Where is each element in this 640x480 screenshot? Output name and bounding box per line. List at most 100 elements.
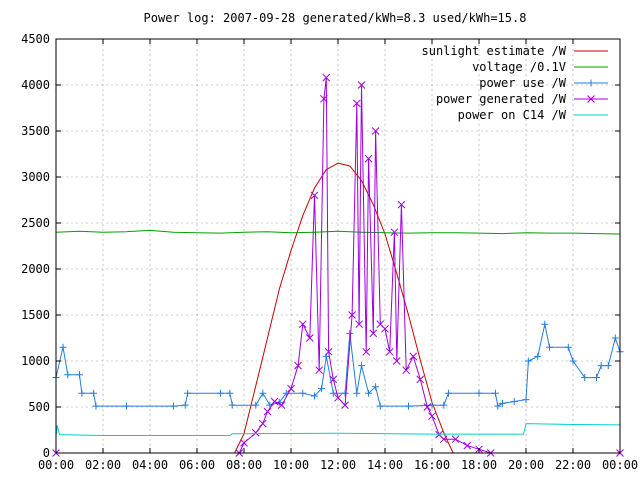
- data-point: [263, 407, 272, 416]
- y-tick-label: 0: [43, 446, 50, 460]
- data-point: [305, 334, 314, 342]
- y-tick-label: 4000: [21, 78, 50, 92]
- data-point: [329, 389, 337, 397]
- series-line: [56, 77, 620, 454]
- data-point: [334, 393, 342, 402]
- data-point: [324, 347, 333, 356]
- data-point: [315, 366, 324, 375]
- y-tick-label: 1500: [21, 308, 50, 322]
- data-point: [428, 412, 436, 421]
- data-point: [78, 389, 86, 397]
- data-point: [348, 311, 356, 319]
- y-tick-label: 3000: [21, 170, 50, 184]
- x-tick-label: 02:00: [85, 458, 121, 472]
- data-point: [376, 402, 384, 410]
- x-tick-label: 16:00: [414, 458, 450, 472]
- legend-label: sunlight estimate /W: [422, 44, 567, 58]
- x-tick-label: 04:00: [132, 458, 168, 472]
- x-tick-label: 22:00: [555, 458, 591, 472]
- series-2: [55, 229, 621, 235]
- data-point: [564, 343, 572, 351]
- x-tick-label: 18:00: [461, 458, 497, 472]
- data-point: [510, 397, 518, 405]
- data-point: [381, 324, 389, 333]
- data-point: [355, 320, 364, 329]
- data-point: [451, 435, 460, 444]
- y-tick-label: 4500: [21, 32, 50, 46]
- data-point: [346, 329, 354, 337]
- data-point: [440, 401, 448, 409]
- data-point: [439, 435, 448, 444]
- data-point: [546, 343, 553, 351]
- data-point: [475, 389, 483, 397]
- data-point: [352, 99, 361, 108]
- y-tick-label: 500: [28, 400, 50, 414]
- data-point: [64, 371, 72, 379]
- x-tick-label: 08:00: [226, 458, 262, 472]
- data-point: [494, 402, 502, 410]
- data-point: [358, 362, 365, 370]
- data-point: [362, 347, 371, 356]
- x-tick-label: 14:00: [367, 458, 403, 472]
- series-line: [55, 423, 621, 437]
- data-point: [581, 374, 589, 382]
- data-point: [365, 389, 373, 397]
- series-4: [52, 73, 624, 457]
- x-tick-label: 00:00: [38, 458, 74, 472]
- series-line: [234, 162, 454, 454]
- series-1: [234, 162, 454, 454]
- data-point: [310, 191, 319, 200]
- legend-marker: [587, 95, 595, 103]
- data-point: [385, 347, 394, 356]
- data-point: [499, 399, 506, 407]
- data-point: [252, 401, 260, 409]
- data-point: [357, 81, 366, 89]
- chart-title: Power log: 2007-09-28 generated/kWh=8.3 …: [144, 11, 527, 25]
- data-point: [251, 428, 260, 437]
- legend-marker: [587, 79, 595, 87]
- y-tick-label: 3500: [21, 124, 50, 138]
- data-point: [416, 375, 425, 384]
- data-point: [341, 401, 349, 410]
- data-point: [409, 352, 418, 361]
- data-point: [593, 374, 600, 382]
- data-point: [597, 362, 605, 370]
- data-point: [294, 361, 302, 370]
- y-tick-label: 1000: [21, 354, 50, 368]
- data-point: [392, 357, 401, 365]
- data-point: [491, 389, 499, 397]
- data-point: [170, 402, 177, 410]
- data-point: [444, 389, 452, 397]
- data-point: [320, 94, 328, 103]
- data-point: [534, 352, 542, 360]
- x-tick-label: 20:00: [508, 458, 544, 472]
- data-point: [611, 334, 619, 342]
- data-point: [90, 389, 98, 397]
- data-point: [369, 329, 378, 338]
- data-point: [226, 389, 234, 397]
- data-point: [59, 343, 67, 351]
- data-point: [390, 228, 399, 237]
- x-tick-label: 12:00: [320, 458, 356, 472]
- series-5: [55, 423, 621, 437]
- x-tick-label: 10:00: [273, 458, 309, 472]
- data-point: [240, 439, 248, 447]
- data-point: [181, 401, 189, 409]
- legend-label: voltage /0.1V: [472, 60, 566, 74]
- data-point: [397, 200, 406, 209]
- data-point: [311, 392, 318, 400]
- series-layer: [52, 73, 624, 457]
- data-point: [541, 320, 549, 328]
- y-tick-label: 2000: [21, 262, 50, 276]
- data-point: [322, 73, 331, 82]
- data-point: [299, 389, 307, 397]
- data-point: [184, 389, 192, 397]
- data-point: [524, 357, 532, 365]
- data-point: [353, 389, 361, 397]
- data-point: [277, 401, 286, 410]
- data-point: [463, 441, 472, 450]
- series-3: [52, 320, 624, 410]
- legend-label: power on C14 /W: [458, 108, 567, 122]
- legend-label: power use /W: [479, 76, 566, 90]
- data-point: [364, 154, 373, 163]
